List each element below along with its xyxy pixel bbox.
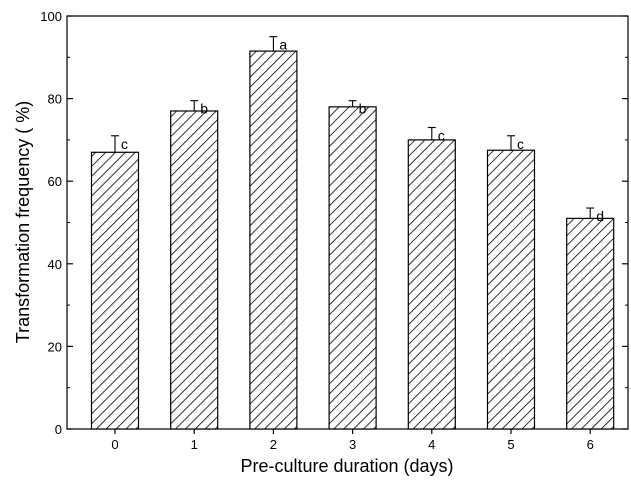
- x-tick-label: 2: [270, 437, 277, 452]
- x-tick-label: 6: [587, 437, 594, 452]
- x-tick-label: 4: [428, 437, 435, 452]
- bar-day-1: [170, 110, 219, 430]
- x-tick-label: 1: [191, 437, 198, 452]
- y-tick-label: 80: [48, 92, 62, 107]
- bars-group: c b a b c c d: [90, 36, 615, 430]
- x-tick-label: 3: [349, 437, 356, 452]
- significance-label: a: [279, 37, 287, 53]
- y-tick-label: 20: [48, 339, 62, 354]
- x-tick-label: 5: [507, 437, 514, 452]
- bar-day-6: [566, 217, 615, 430]
- y-axis: 0 20 40 60 80 100: [40, 9, 628, 437]
- bar-day-3: [328, 106, 377, 430]
- bar-day-4: [407, 139, 456, 430]
- bar-day-2: [249, 50, 298, 430]
- y-tick-label: 40: [48, 257, 62, 272]
- significance-label: c: [438, 128, 445, 144]
- y-tick-label: 0: [55, 422, 62, 437]
- significance-label: c: [517, 136, 524, 152]
- y-tick-label: 100: [40, 9, 62, 24]
- bar-day-5: [486, 149, 536, 430]
- y-tick-label: 60: [48, 174, 62, 189]
- significance-label: b: [200, 101, 208, 117]
- x-axis: 0 1 2 3 4 5 6: [111, 429, 594, 452]
- significance-label: d: [596, 208, 604, 224]
- bar-day-0: [90, 151, 140, 430]
- x-tick-label: 0: [111, 437, 118, 452]
- x-axis-title: Pre-culture duration (days): [240, 456, 453, 476]
- y-axis-title: Transformation frequency ( %): [13, 101, 33, 343]
- significance-label: b: [359, 101, 367, 117]
- significance-label: c: [121, 136, 128, 152]
